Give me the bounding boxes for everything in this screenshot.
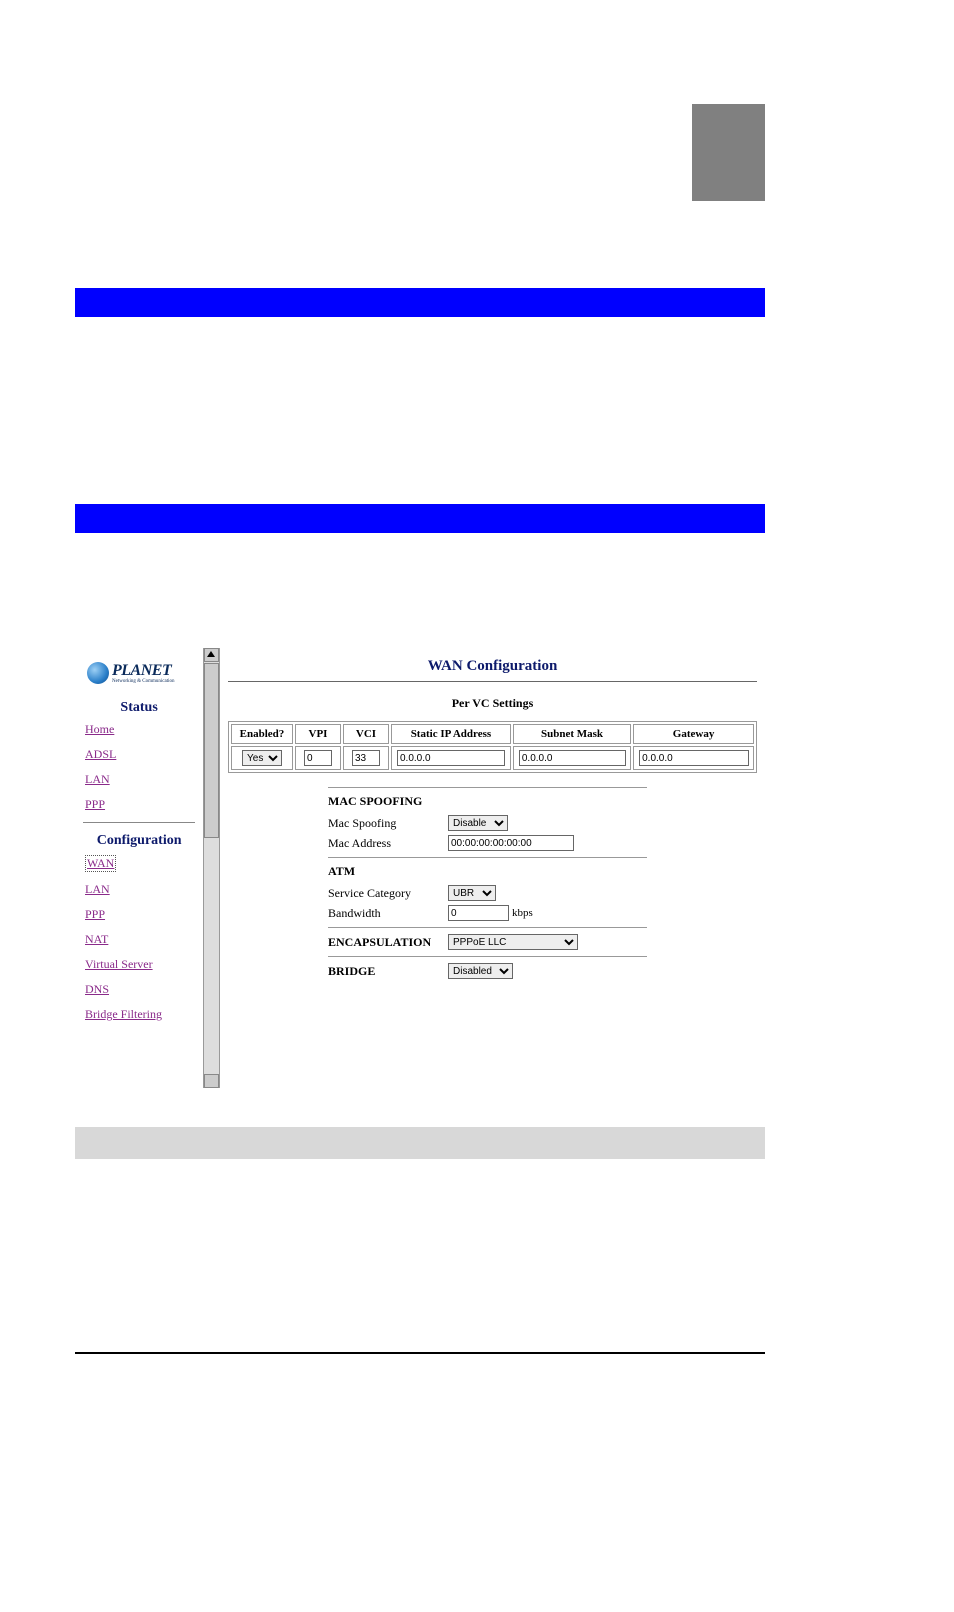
gray-square bbox=[692, 104, 765, 201]
th-vci: VCI bbox=[343, 724, 389, 744]
content-pane: WAN Configuration Per VC Settings Enable… bbox=[220, 648, 765, 1088]
vpi-input[interactable] bbox=[304, 750, 332, 766]
sidebar-link-lan-config[interactable]: LAN bbox=[85, 882, 203, 897]
bridge-select[interactable]: Disabled bbox=[448, 963, 513, 979]
title-divider bbox=[228, 681, 757, 682]
mac-address-label: Mac Address bbox=[328, 836, 448, 851]
page-title: WAN Configuration bbox=[228, 658, 757, 675]
subnet-input[interactable] bbox=[519, 750, 626, 766]
vci-input[interactable] bbox=[352, 750, 380, 766]
bandwidth-unit: kbps bbox=[512, 907, 533, 919]
sidebar-link-ppp-config[interactable]: PPP bbox=[85, 907, 203, 922]
logo-text: PLANET bbox=[112, 663, 175, 679]
th-gateway: Gateway bbox=[633, 724, 754, 744]
sidebar-heading-config: Configuration bbox=[75, 833, 203, 849]
sidebar-link-wan[interactable]: WAN bbox=[85, 855, 116, 872]
logo: PLANET Networking & Communication bbox=[75, 648, 203, 690]
sidebar-divider bbox=[83, 822, 195, 823]
sidebar-link-ppp-status[interactable]: PPP bbox=[85, 797, 203, 812]
gray-bar bbox=[75, 1127, 765, 1159]
scroll-up-icon bbox=[207, 651, 215, 657]
sidebar-heading-status: Status bbox=[75, 700, 203, 716]
mac-spoofing-label: Mac Spoofing bbox=[328, 816, 448, 831]
static-ip-input[interactable] bbox=[397, 750, 505, 766]
sidebar-link-lan-status[interactable]: LAN bbox=[85, 772, 203, 787]
sidebar-link-nat[interactable]: NAT bbox=[85, 932, 203, 947]
mac-spoofing-title: MAC SPOOFING bbox=[328, 794, 647, 809]
sidebar-link-adsl[interactable]: ADSL bbox=[85, 747, 203, 762]
th-static-ip: Static IP Address bbox=[391, 724, 511, 744]
encapsulation-select[interactable]: PPPoE LLC bbox=[448, 934, 578, 950]
router-ui-screenshot: PLANET Networking & Communication Status… bbox=[75, 648, 765, 1088]
atm-title: ATM bbox=[328, 864, 647, 879]
service-category-select[interactable]: UBR bbox=[448, 885, 496, 901]
sidebar-link-dns[interactable]: DNS bbox=[85, 982, 203, 997]
sidebar-link-home[interactable]: Home bbox=[85, 722, 203, 737]
mac-spoofing-select[interactable]: Disable bbox=[448, 815, 508, 831]
section-subtitle: Per VC Settings bbox=[228, 696, 757, 711]
bandwidth-label: Bandwidth bbox=[328, 906, 448, 921]
sidebar-scrollbar[interactable] bbox=[203, 648, 220, 1088]
bridge-title: BRIDGE bbox=[328, 964, 448, 979]
th-vpi: VPI bbox=[295, 724, 341, 744]
per-vc-table: Enabled? VPI VCI Static IP Address Subne… bbox=[228, 721, 757, 773]
scrollbar-thumb[interactable] bbox=[204, 663, 219, 838]
bandwidth-input[interactable] bbox=[448, 905, 509, 921]
mac-address-input[interactable] bbox=[448, 835, 574, 851]
service-category-label: Service Category bbox=[328, 886, 448, 901]
section-divider bbox=[328, 927, 647, 928]
section-divider bbox=[328, 956, 647, 957]
sidebar: PLANET Networking & Communication Status… bbox=[75, 648, 203, 1088]
encapsulation-title: ENCAPSULATION bbox=[328, 935, 448, 950]
section-divider bbox=[328, 787, 647, 788]
logo-icon bbox=[87, 662, 109, 684]
th-subnet: Subnet Mask bbox=[513, 724, 631, 744]
sidebar-link-bridge-filtering[interactable]: Bridge Filtering bbox=[85, 1007, 203, 1022]
logo-tagline: Networking & Communication bbox=[112, 679, 175, 684]
scroll-down-icon bbox=[207, 1079, 215, 1085]
sidebar-link-virtual-server[interactable]: Virtual Server bbox=[85, 957, 203, 972]
enabled-select[interactable]: Yes bbox=[242, 750, 282, 766]
gateway-input[interactable] bbox=[639, 750, 748, 766]
blue-bar-top bbox=[75, 288, 765, 317]
th-enabled: Enabled? bbox=[231, 724, 293, 744]
blue-bar-mid bbox=[75, 504, 765, 533]
section-divider bbox=[328, 857, 647, 858]
bottom-divider bbox=[75, 1352, 765, 1354]
